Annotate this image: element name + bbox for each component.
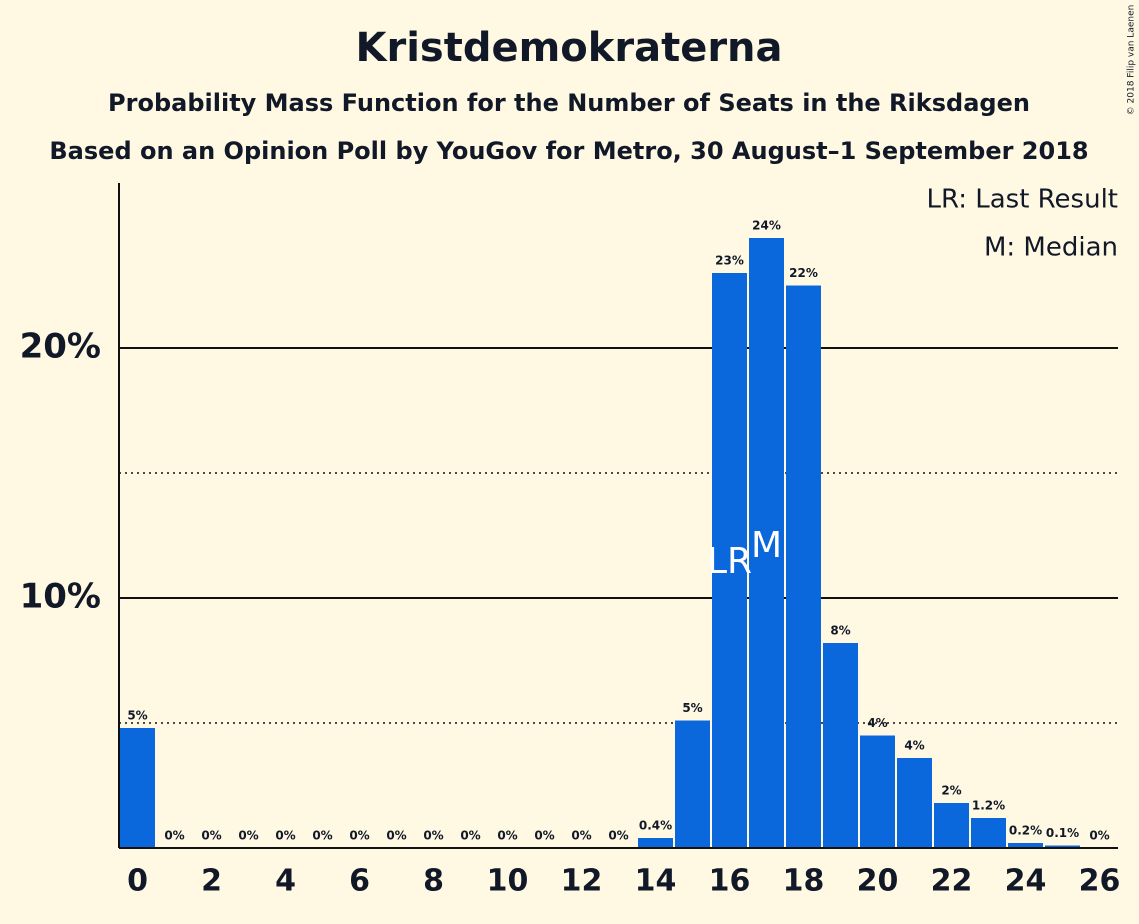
x-tick-label: 20 <box>857 864 899 899</box>
x-tick-label: 2 <box>201 864 222 899</box>
data-label: 22% <box>789 266 818 280</box>
data-label: 0% <box>534 829 554 843</box>
data-label: 0.1% <box>1046 826 1079 840</box>
x-tick-label: 10 <box>487 864 529 899</box>
data-label: 23% <box>715 254 744 268</box>
annotation: M <box>751 525 782 566</box>
data-label: 0% <box>164 829 184 843</box>
data-label: 5% <box>127 709 147 723</box>
x-tick-label: 12 <box>561 864 603 899</box>
data-label: 0% <box>238 829 258 843</box>
chart-title: Kristdemokraterna <box>355 25 782 71</box>
bar <box>823 643 858 848</box>
data-label: 5% <box>682 701 702 715</box>
data-label: 0% <box>349 829 369 843</box>
x-tick-label: 16 <box>709 864 751 899</box>
data-label: 0% <box>497 829 517 843</box>
x-tick-label: 14 <box>635 864 677 899</box>
chart-subtitle: Probability Mass Function for the Number… <box>108 89 1030 117</box>
data-label: 0.4% <box>639 819 672 833</box>
data-label: 0% <box>275 829 295 843</box>
annotation: LR <box>707 541 752 582</box>
data-label: 0% <box>386 829 406 843</box>
legend-entry: M: Median <box>984 233 1118 263</box>
legend-entry: LR: Last Result <box>926 185 1118 215</box>
bar <box>712 273 747 848</box>
bar <box>638 838 673 848</box>
data-label: 1.2% <box>972 799 1005 813</box>
data-label: 0% <box>201 829 221 843</box>
copyright: © 2018 Filip van Laenen <box>1127 5 1137 116</box>
bar <box>786 285 821 848</box>
data-label: 0% <box>1089 829 1109 843</box>
x-tick-label: 6 <box>349 864 370 899</box>
y-tick-label: 20% <box>20 327 101 367</box>
data-label: 0% <box>460 829 480 843</box>
bar <box>897 758 932 848</box>
x-tick-label: 8 <box>423 864 444 899</box>
y-tick-label: 10% <box>20 577 101 617</box>
x-tick-label: 0 <box>127 864 148 899</box>
data-label: 2% <box>941 784 961 798</box>
data-label: 8% <box>830 624 850 638</box>
x-tick-label: 24 <box>1005 864 1047 899</box>
data-label: 0% <box>571 829 591 843</box>
bar <box>1045 845 1080 848</box>
x-tick-label: 4 <box>275 864 296 899</box>
bar <box>749 238 784 848</box>
x-tick-label: 26 <box>1079 864 1121 899</box>
bar <box>120 728 155 848</box>
data-label: 0% <box>608 829 628 843</box>
data-label: 4% <box>867 716 887 730</box>
bar <box>971 818 1006 848</box>
data-label: 4% <box>904 739 924 753</box>
data-label: 0% <box>423 829 443 843</box>
bar <box>860 735 895 848</box>
bar <box>1008 843 1043 848</box>
x-tick-label: 18 <box>783 864 825 899</box>
data-label: 24% <box>752 219 781 233</box>
data-label: 0% <box>312 829 332 843</box>
bar <box>675 720 710 848</box>
x-tick-label: 22 <box>931 864 973 899</box>
bar <box>934 803 969 848</box>
chart-subtitle: Based on an Opinion Poll by YouGov for M… <box>49 137 1088 165</box>
data-label: 0.2% <box>1009 824 1042 838</box>
